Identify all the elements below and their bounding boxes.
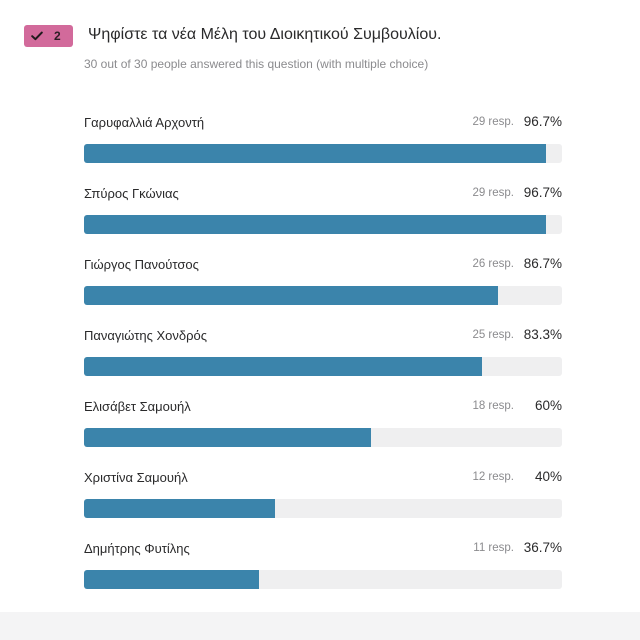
option-bar-track — [84, 428, 562, 447]
question-response-summary: 30 out of 30 people answered this questi… — [84, 57, 429, 71]
option-bar-fill — [84, 286, 499, 305]
answer-option: Χριστίνα Σαμουήλ 12 resp. 40% — [84, 469, 562, 518]
option-percentage: 36.7% — [523, 540, 562, 555]
question-title: Ψηφίστε τα νέα Μέλη του Διοικητικού Συμβ… — [88, 26, 442, 43]
option-bar-fill — [84, 215, 547, 234]
answer-option: Ελισάβετ Σαμουήλ 18 resp. 60% — [84, 398, 562, 447]
option-bar-track — [84, 144, 562, 163]
option-bar-track — [84, 499, 562, 518]
option-response-count: 12 resp. — [472, 471, 514, 483]
option-percentage: 83.3% — [523, 327, 562, 342]
checkmark-icon — [31, 31, 43, 41]
option-label: Ελισάβετ Σαμουήλ — [84, 399, 191, 414]
option-response-count: 25 resp. — [472, 329, 514, 341]
option-bar-fill — [84, 428, 371, 447]
option-response-count: 29 resp. — [472, 187, 514, 199]
option-bar-fill — [84, 499, 276, 518]
question-number: 2 — [54, 29, 61, 43]
option-bar-fill — [84, 570, 260, 589]
option-response-count: 18 resp. — [472, 400, 514, 412]
card-bottom-divider — [0, 612, 640, 640]
answer-option: Δημήτρης Φυτίλης 11 resp. 36.7% — [84, 540, 562, 589]
option-label: Σπύρος Γκώνιας — [84, 186, 179, 201]
option-percentage: 86.7% — [523, 256, 562, 271]
option-bar-track — [84, 286, 562, 305]
option-percentage: 40% — [534, 469, 562, 484]
option-label: Γιώργος Πανούτσος — [84, 257, 199, 272]
option-response-count: 29 resp. — [472, 116, 514, 128]
question-number-badge: 2 — [24, 25, 73, 47]
option-bar-track — [84, 215, 562, 234]
answer-option: Γαρυφαλλιά Αρχοντή 29 resp. 96.7% — [84, 114, 562, 163]
option-percentage: 96.7% — [523, 114, 562, 129]
option-label: Χριστίνα Σαμουήλ — [84, 470, 188, 485]
answer-option: Παναγιώτης Χονδρός 25 resp. 83.3% — [84, 327, 562, 376]
answer-option: Σπύρος Γκώνιας 29 resp. 96.7% — [84, 185, 562, 234]
option-bar-fill — [84, 144, 547, 163]
option-label: Δημήτρης Φυτίλης — [84, 541, 190, 556]
option-response-count: 11 resp. — [473, 542, 514, 554]
option-label: Γαρυφαλλιά Αρχοντή — [84, 115, 205, 130]
option-bar-fill — [84, 357, 483, 376]
option-response-count: 26 resp. — [472, 258, 514, 270]
option-bar-track — [84, 570, 562, 589]
option-bar-track — [84, 357, 562, 376]
option-percentage: 60% — [534, 398, 562, 413]
option-percentage: 96.7% — [523, 185, 562, 200]
option-label: Παναγιώτης Χονδρός — [84, 328, 208, 343]
answer-option: Γιώργος Πανούτσος 26 resp. 86.7% — [84, 256, 562, 305]
